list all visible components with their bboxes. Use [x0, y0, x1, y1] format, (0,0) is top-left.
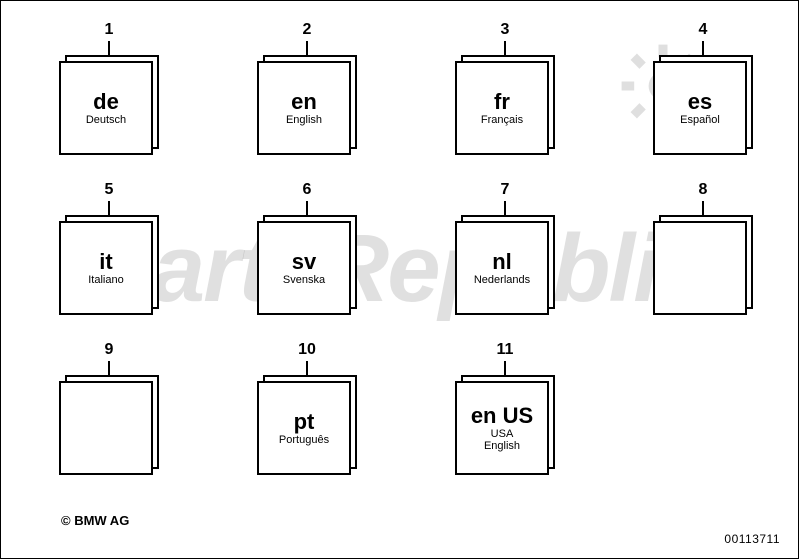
card-front-page: deDeutsch	[59, 61, 153, 155]
language-card: 4 esEspañol	[643, 21, 763, 155]
connector-line	[504, 361, 506, 375]
card-front-page: esEspañol	[653, 61, 747, 155]
card-front-page: svSvenska	[257, 221, 351, 315]
connector-line	[108, 41, 110, 55]
card-index: 4	[643, 21, 763, 39]
card-front-page: ptPortuguês	[257, 381, 351, 475]
language-code: nl	[492, 250, 512, 274]
language-name: Svenska	[283, 274, 325, 286]
language-name: Deutsch	[86, 114, 126, 126]
connector-line	[306, 201, 308, 215]
language-code: en	[291, 90, 317, 114]
card-stack: frFrançais	[455, 55, 555, 155]
watermark-text: PartsRepublik	[90, 214, 710, 324]
connector-line	[306, 361, 308, 375]
language-card: 11 en USUSA English	[445, 341, 565, 475]
card-index: 2	[247, 21, 367, 39]
card-stack: esEspañol	[653, 55, 753, 155]
connector-line	[702, 201, 704, 215]
connector-line	[504, 201, 506, 215]
language-card: 5 itItaliano	[49, 181, 169, 315]
card-stack: itItaliano	[59, 215, 159, 315]
language-card: 7 nlNederlands	[445, 181, 565, 315]
language-card: 2 enEnglish	[247, 21, 367, 155]
card-front-page	[653, 221, 747, 315]
card-front-page: nlNederlands	[455, 221, 549, 315]
connector-line	[504, 41, 506, 55]
card-index: 5	[49, 181, 169, 199]
language-code: it	[99, 250, 112, 274]
card-stack: svSvenska	[257, 215, 357, 315]
language-name: Español	[680, 114, 720, 126]
language-code: es	[688, 90, 712, 114]
diagram-canvas: PartsRepublik 1 deDeutsch 2 enEnglish 3 frFra…	[0, 0, 799, 559]
language-code: en US	[471, 404, 533, 428]
language-name: Nederlands	[474, 274, 530, 286]
card-stack	[59, 375, 159, 475]
language-name: Português	[279, 434, 329, 446]
language-card: 3 frFrançais	[445, 21, 565, 155]
card-front-page: enEnglish	[257, 61, 351, 155]
copyright-label: © BMW AG	[61, 513, 129, 528]
language-code: fr	[494, 90, 510, 114]
card-stack: en USUSA English	[455, 375, 555, 475]
card-index: 3	[445, 21, 565, 39]
language-name: English	[286, 114, 322, 126]
language-card: 6 svSvenska	[247, 181, 367, 315]
card-index: 7	[445, 181, 565, 199]
card-stack: enEnglish	[257, 55, 357, 155]
connector-line	[108, 201, 110, 215]
language-name: Italiano	[88, 274, 123, 286]
card-index: 10	[247, 341, 367, 359]
card-index: 11	[445, 341, 565, 359]
card-stack: nlNederlands	[455, 215, 555, 315]
card-stack: deDeutsch	[59, 55, 159, 155]
language-name: USA English	[484, 428, 520, 452]
card-front-page: itItaliano	[59, 221, 153, 315]
language-card: 9	[49, 341, 169, 475]
connector-line	[306, 41, 308, 55]
language-code: pt	[294, 410, 315, 434]
card-index: 9	[49, 341, 169, 359]
card-stack: ptPortuguês	[257, 375, 357, 475]
language-card: 8	[643, 181, 763, 315]
language-name: Français	[481, 114, 523, 126]
language-code: de	[93, 90, 119, 114]
card-stack	[653, 215, 753, 315]
language-card: 1 deDeutsch	[49, 21, 169, 155]
card-front-page: en USUSA English	[455, 381, 549, 475]
language-code: sv	[292, 250, 316, 274]
card-front-page: frFrançais	[455, 61, 549, 155]
connector-line	[702, 41, 704, 55]
card-front-page	[59, 381, 153, 475]
connector-line	[108, 361, 110, 375]
card-index: 1	[49, 21, 169, 39]
card-index: 6	[247, 181, 367, 199]
document-number: 00113711	[724, 532, 780, 546]
card-index: 8	[643, 181, 763, 199]
language-card: 10 ptPortuguês	[247, 341, 367, 475]
